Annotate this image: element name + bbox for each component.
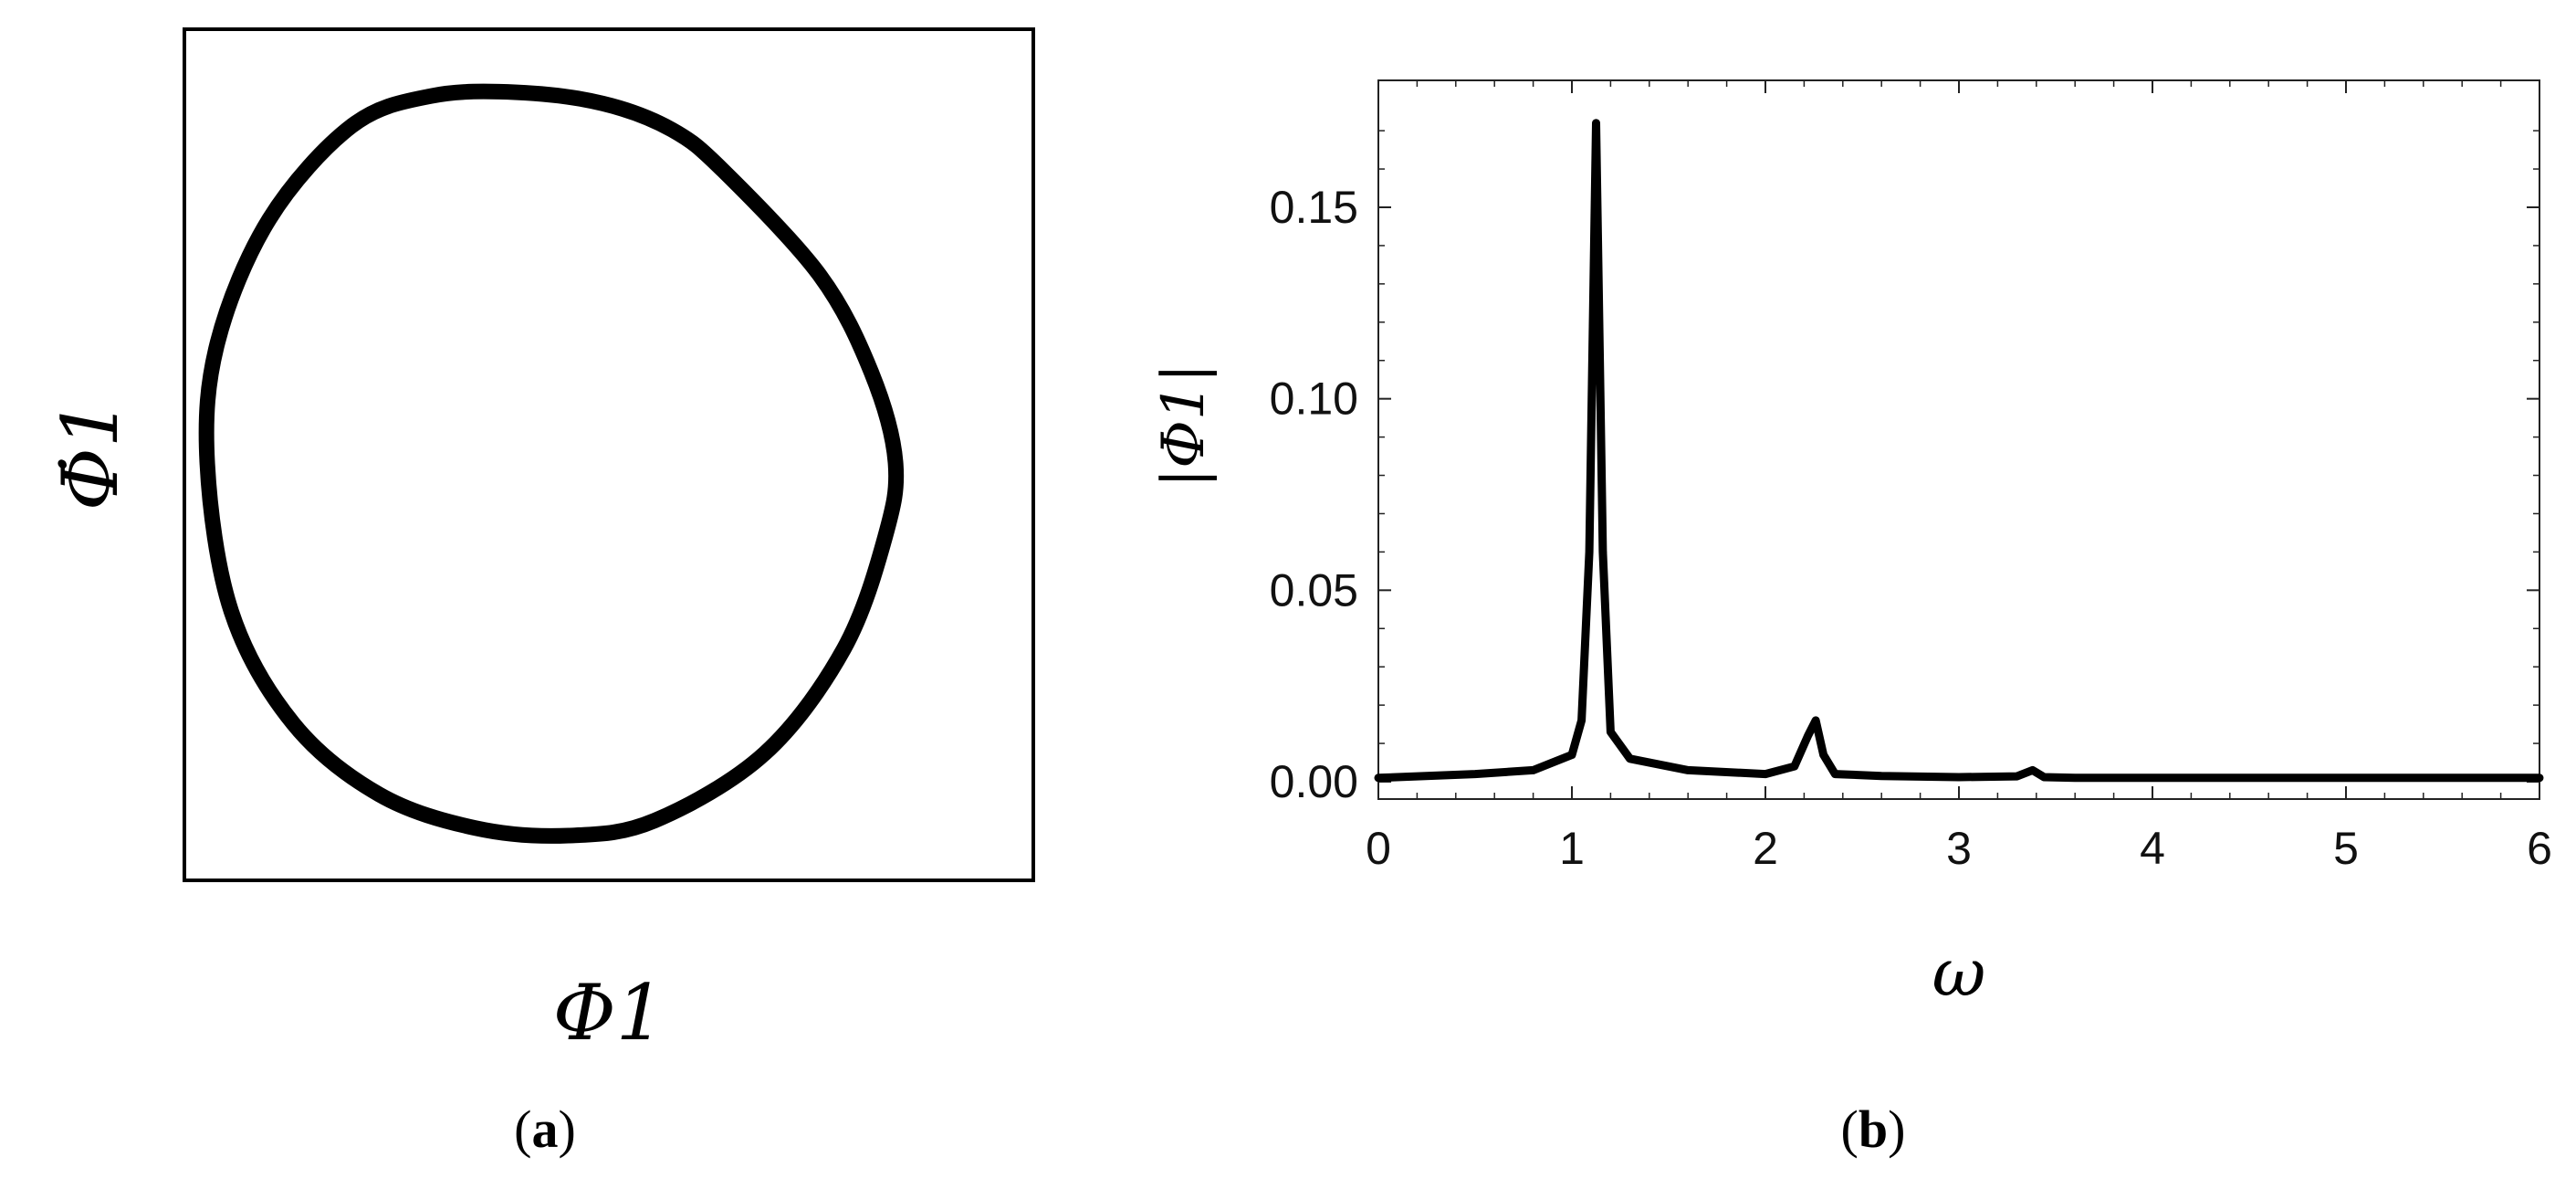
panel-a-limit-cycle	[198, 83, 905, 844]
panel-b-plot-area	[1374, 119, 2544, 783]
panel-b-ytick-label: 0.05	[1270, 564, 1358, 616]
panel-b-xtick-label: 2	[1753, 823, 1778, 874]
panel-b-xtick-label: 1	[1559, 823, 1585, 874]
panel-a-caption-letter: a	[532, 1100, 559, 1159]
panel-b-spectrum-line	[1374, 119, 2544, 783]
panel-b-xlabel: ω	[1932, 934, 1986, 1011]
panel-a-ylabel: Φ̇1	[46, 399, 135, 510]
panel-b-ytick-label: 0.15	[1270, 182, 1358, 233]
panel-b-ytick-label: 0.00	[1270, 756, 1358, 807]
panel-b-xtick-label: 5	[2333, 823, 2359, 874]
panel-b-xtick-label: 4	[2140, 823, 2165, 874]
panel-a-caption: (a)	[514, 1100, 576, 1159]
panel-b-xtick-label: 6	[2527, 823, 2552, 874]
panel-b-xtick-label: 3	[1946, 823, 1972, 874]
panel-b-ticks: 0 1 2 3 4 5 6 0.00 0.05 0.10 0.15	[1270, 80, 2552, 874]
panel-b-caption: (b)	[1841, 1100, 1906, 1159]
panel-b-ytick-label: 0.10	[1270, 374, 1358, 425]
panel-b-xtick-label: 0	[1366, 823, 1391, 874]
panel-b-caption-letter: b	[1859, 1100, 1888, 1159]
panel-b-ylabel: |Φ1|	[1150, 363, 1218, 488]
panel-a-xlabel: Φ1	[553, 968, 665, 1057]
panel-b: 0 1 2 3 4 5 6 0.00 0.05 0.10 0.15 ω |Φ1| (b)	[1150, 79, 2552, 1159]
panel-a-frame	[183, 27, 1035, 882]
panel-b-frame	[1377, 79, 2540, 800]
panel-a: Φ1 Φ̇1 (a)	[46, 27, 1035, 1159]
panel-a-plot-area	[198, 83, 905, 844]
